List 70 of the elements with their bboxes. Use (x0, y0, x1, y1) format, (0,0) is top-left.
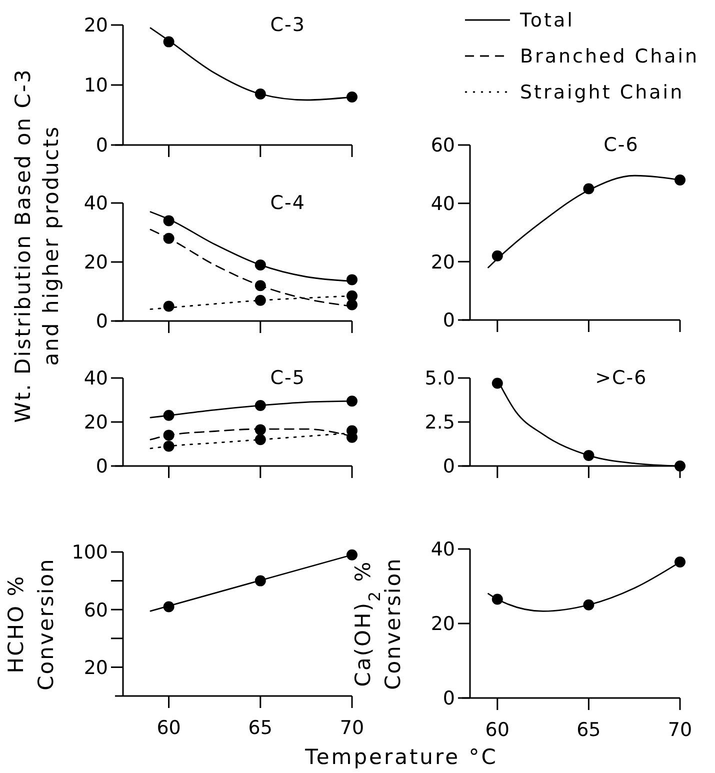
legend-label: Branched Chain (520, 46, 700, 68)
x-tick-label: 60 (485, 719, 510, 741)
chart-title: C-6 (604, 134, 639, 156)
y-tick-label: 60 (84, 599, 108, 622)
y-tick-label: 0 (96, 134, 108, 157)
x-tick-label: 70 (340, 717, 364, 739)
point (674, 556, 686, 568)
x-tick-label: 60 (156, 717, 181, 739)
y-tick-label: 0 (442, 456, 455, 478)
y-tick-label: 20 (84, 252, 108, 274)
point (346, 290, 358, 302)
y-tick-label: 0 (96, 310, 108, 333)
y-tick-label: 0 (442, 310, 455, 332)
chart-title: C-5 (270, 367, 306, 389)
legend-label: Straight Chain (520, 82, 684, 104)
x-tick-label: 65 (248, 717, 272, 739)
y-tick-label: 20 (84, 656, 108, 679)
point (163, 601, 174, 612)
point (163, 215, 174, 226)
point (254, 294, 266, 306)
point (163, 232, 174, 244)
y-tick-label: 60 (430, 134, 455, 157)
y-axis-title: Wt. Distribution Based on C-3 and higher products (11, 68, 63, 423)
y-tick-label: 20 (430, 613, 455, 636)
y-tick-label: 40 (430, 538, 455, 561)
y-tick-label: 40 (430, 192, 455, 215)
point (583, 599, 594, 610)
point (583, 450, 594, 461)
point (346, 396, 358, 407)
y-tick-label: 0 (442, 688, 455, 710)
y-tick-label: 0 (96, 456, 108, 478)
point (492, 250, 503, 262)
point (254, 280, 266, 292)
y-axis-title: HCHO % Conversion (4, 558, 58, 690)
point (346, 274, 358, 286)
point (254, 575, 266, 586)
y-tick-label: 20 (84, 412, 108, 434)
point (346, 549, 358, 560)
x-axis-title: Temperature °C (304, 745, 498, 769)
y-tick-label: 100 (72, 542, 108, 564)
point (583, 183, 594, 194)
point (346, 92, 358, 102)
point (163, 440, 174, 452)
point (254, 400, 266, 411)
y-tick-label: 2.5 (424, 412, 455, 434)
point (492, 378, 503, 389)
point (254, 424, 266, 436)
y-tick-label: 10 (84, 74, 108, 97)
point (492, 594, 503, 605)
y-tick-label: 40 (84, 368, 108, 390)
point (674, 460, 686, 472)
x-tick-label: 70 (668, 719, 692, 741)
point (346, 299, 358, 310)
legend-label: Total (519, 10, 574, 32)
chart-title: >C-6 (595, 367, 648, 389)
point (674, 174, 686, 186)
point (254, 434, 266, 446)
point (163, 36, 174, 48)
point (254, 88, 266, 100)
point (163, 300, 174, 312)
y-tick-label: 5.0 (424, 368, 455, 390)
point (254, 259, 266, 270)
point (163, 430, 174, 441)
chart-title: C-3 (270, 14, 306, 36)
point (163, 410, 174, 421)
y-tick-label: 20 (84, 14, 108, 37)
x-tick-label: 65 (576, 719, 601, 741)
y-tick-label: 20 (430, 251, 455, 274)
chart-title: C-4 (270, 192, 306, 214)
y-tick-label: 40 (84, 192, 108, 215)
